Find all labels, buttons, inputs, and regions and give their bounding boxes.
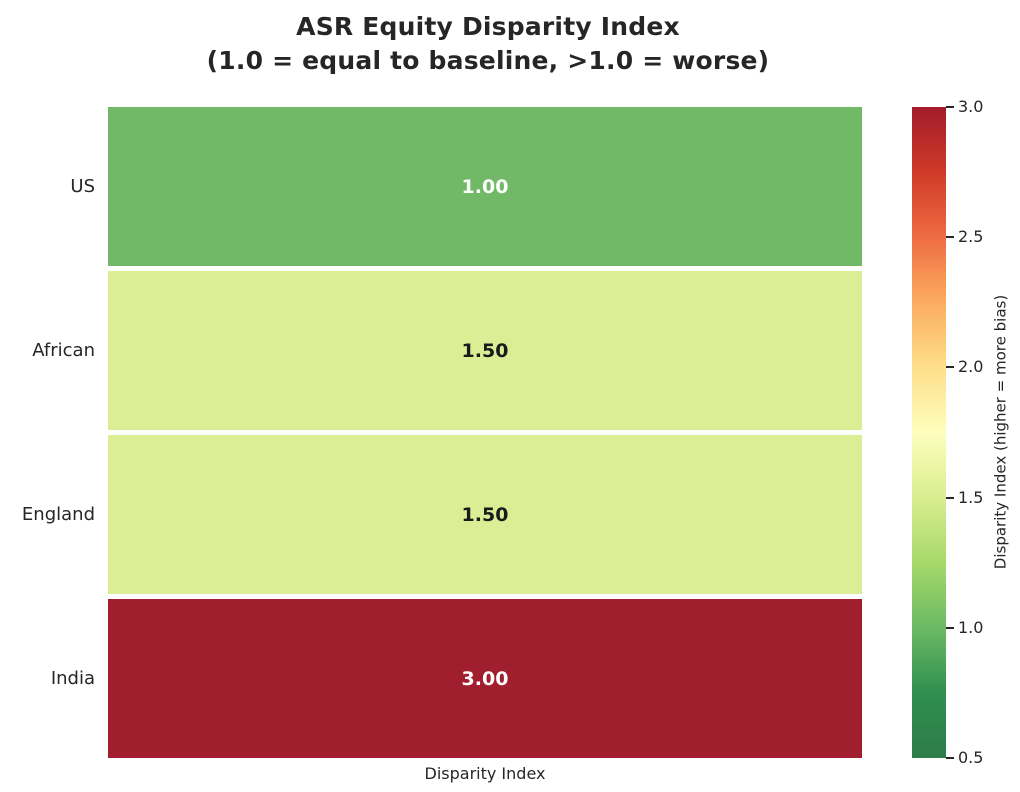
chart-title-line1: ASR Equity Disparity Index [296,12,680,41]
colorbar-tick-mark [946,366,954,369]
colorbar-tick-label: 3.0 [958,97,984,116]
colorbar-tick-label: 2.0 [958,357,984,377]
colorbar-tick-label: 1.5 [958,487,984,507]
colorbar-tick-mark [946,757,954,759]
heatmap-cell-england: 1.50 [108,435,862,594]
y-tick-label-us: US [70,176,95,197]
colorbar-tick-mark [946,106,954,108]
colorbar-tick-mark [946,236,954,239]
colorbar-axis-label: Disparity Index (higher = more bias) [991,294,1010,570]
y-tick-label-india: India [50,668,95,689]
heatmap-plot-area: 1.00 1.50 1.50 3.00 [108,107,862,758]
colorbar-gradient [912,107,946,758]
chart-title-line2: (1.0 = equal to baseline, >1.0 = worse) [206,46,770,75]
colorbar-tick-label: 1.0 [958,617,984,637]
colorbar-tick-label: 0.5 [958,748,984,767]
colorbar-tick-label: 2.5 [958,227,984,247]
heatmap-cell-african: 1.50 [108,271,862,430]
colorbar-tick-mark [946,626,954,629]
colorbar-tick-mark [946,496,954,499]
heatmap-cell-india: 3.00 [108,599,862,758]
heatmap-cell-us: 1.00 [108,107,862,266]
y-tick-label-england: England [21,504,95,525]
x-axis-label: Disparity Index [424,764,546,783]
y-tick-label-african: African [32,340,95,361]
